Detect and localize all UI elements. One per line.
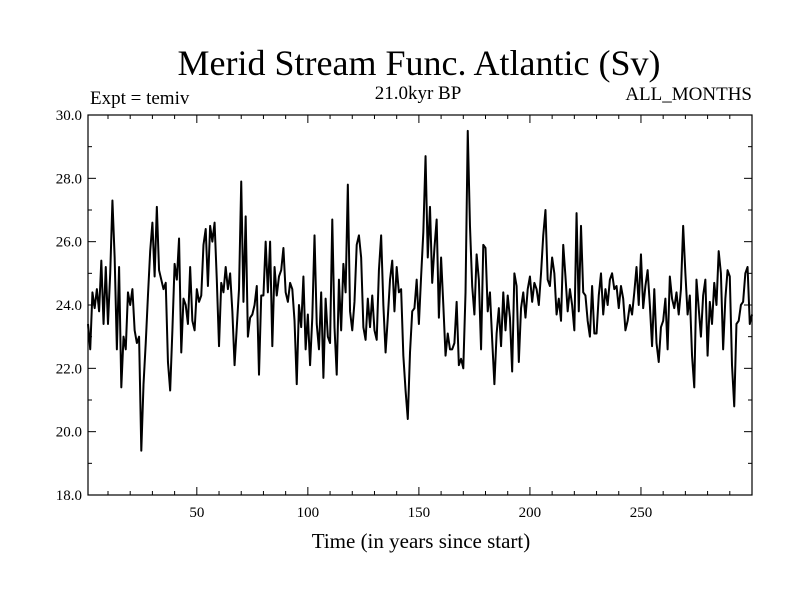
y-tick-label: 28.0 [56, 171, 82, 187]
period-label: 21.0kyr BP [375, 83, 462, 104]
series-line [87, 129, 753, 452]
chart-title: Merid Stream Func. Atlantic (Sv) [178, 43, 661, 83]
x-tick-label: 150 [408, 505, 431, 521]
x-tick-label: 200 [519, 505, 542, 521]
y-tick-label: 24.0 [56, 298, 82, 314]
x-tick-label: 50 [189, 505, 204, 521]
x-tick-label: 100 [297, 505, 320, 521]
months-label: ALL_MONTHS [625, 84, 752, 105]
x-tick-label: 250 [630, 505, 653, 521]
experiment-label: Expt = temiv [90, 88, 190, 109]
y-tick-label: 26.0 [56, 235, 82, 251]
y-tick-label: 30.0 [56, 108, 82, 124]
y-tick-label: 20.0 [56, 425, 82, 441]
axis-ticks: 18.0 20.0 22.0 24.0 26.0 28.0 30.0 50 100 150 200 2… [56, 108, 752, 521]
y-tick-label: 18.0 [56, 488, 82, 504]
y-tick-label: 22.0 [56, 361, 82, 377]
x-axis-label: Time (in years since start) [312, 529, 531, 553]
